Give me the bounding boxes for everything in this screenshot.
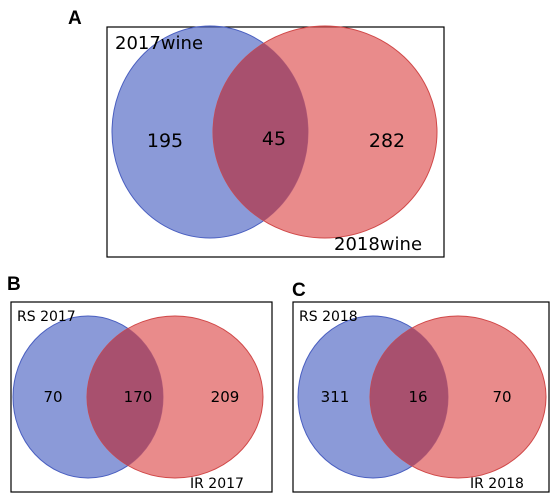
panel-c-right-only-count: 70: [492, 388, 511, 406]
panel-b-left-label: RS 2017: [17, 309, 76, 325]
panel-a-letter: A: [68, 8, 82, 29]
panel-c: C RS 2018 IR 2018 311 16 70: [292, 280, 550, 493]
panel-b: B RS 2017 IR 2017 70 170 209: [7, 274, 273, 493]
panel-b-overlap-count: 170: [124, 388, 153, 406]
panel-c-letter: C: [292, 280, 306, 301]
panel-b-left-only-count: 70: [43, 388, 62, 406]
panel-a: A 2017wine 2018wine 195 45 282: [68, 8, 445, 258]
panel-a-right-only-count: 282: [369, 130, 405, 152]
panel-c-overlap: [370, 316, 448, 478]
panel-b-frame: [10, 301, 273, 493]
panel-c-left-only-count: 311: [321, 388, 350, 406]
panel-b-letter: B: [7, 274, 21, 295]
panel-c-left-label: RS 2018: [299, 309, 358, 325]
panel-b-right-only-count: 209: [211, 388, 240, 406]
panel-c-right-label: IR 2018: [470, 476, 524, 492]
panel-a-frame: [106, 26, 445, 258]
panel-b-right-label: IR 2017: [190, 476, 244, 492]
panel-a-overlap-count: 45: [262, 128, 286, 150]
panel-b-overlap: [87, 316, 163, 478]
panel-c-frame: [292, 301, 550, 493]
panel-a-left-label: 2017wine: [115, 33, 203, 54]
panel-a-right-label: 2018wine: [334, 234, 422, 255]
panel-a-left-only-count: 195: [147, 130, 183, 152]
panel-c-overlap-count: 16: [408, 388, 427, 406]
panel-a-overlap: [213, 26, 308, 238]
